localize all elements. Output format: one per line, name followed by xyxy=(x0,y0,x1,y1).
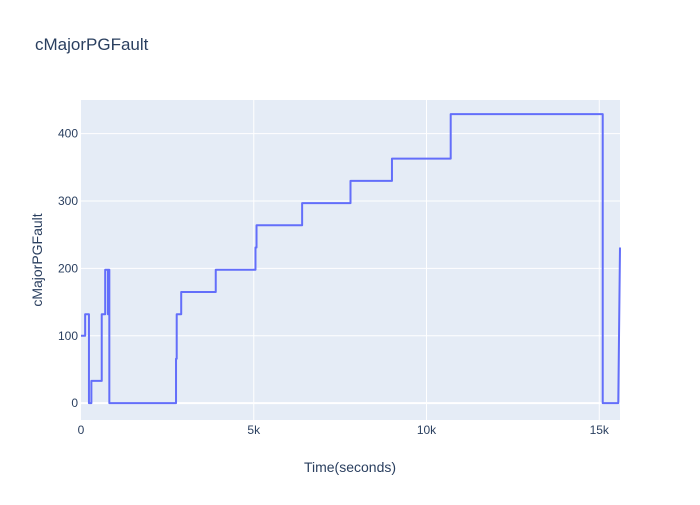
series-layer xyxy=(81,113,621,405)
x-axis-ticks: 0 5k 10k 15k xyxy=(78,423,610,437)
grid-lines xyxy=(81,100,620,420)
y-axis-title: cMajorPGFault xyxy=(29,213,45,306)
y-axis-ticks: 0 100 200 300 400 xyxy=(58,127,78,410)
chart-title: cMajorPGFault xyxy=(35,35,149,54)
plot-background xyxy=(81,100,620,420)
x-tick-label: 10k xyxy=(417,423,437,437)
y-tick-label: 200 xyxy=(58,261,78,275)
y-tick-label: 0 xyxy=(71,396,78,410)
y-tick-label: 300 xyxy=(58,194,78,208)
x-tick-label: 0 xyxy=(78,423,85,437)
x-tick-label: 5k xyxy=(247,423,261,437)
x-axis-title: Time(seconds) xyxy=(304,459,396,475)
series-line xyxy=(81,113,621,405)
y-tick-label: 100 xyxy=(58,329,78,343)
x-tick-label: 15k xyxy=(590,423,610,437)
y-tick-label: 400 xyxy=(58,127,78,141)
